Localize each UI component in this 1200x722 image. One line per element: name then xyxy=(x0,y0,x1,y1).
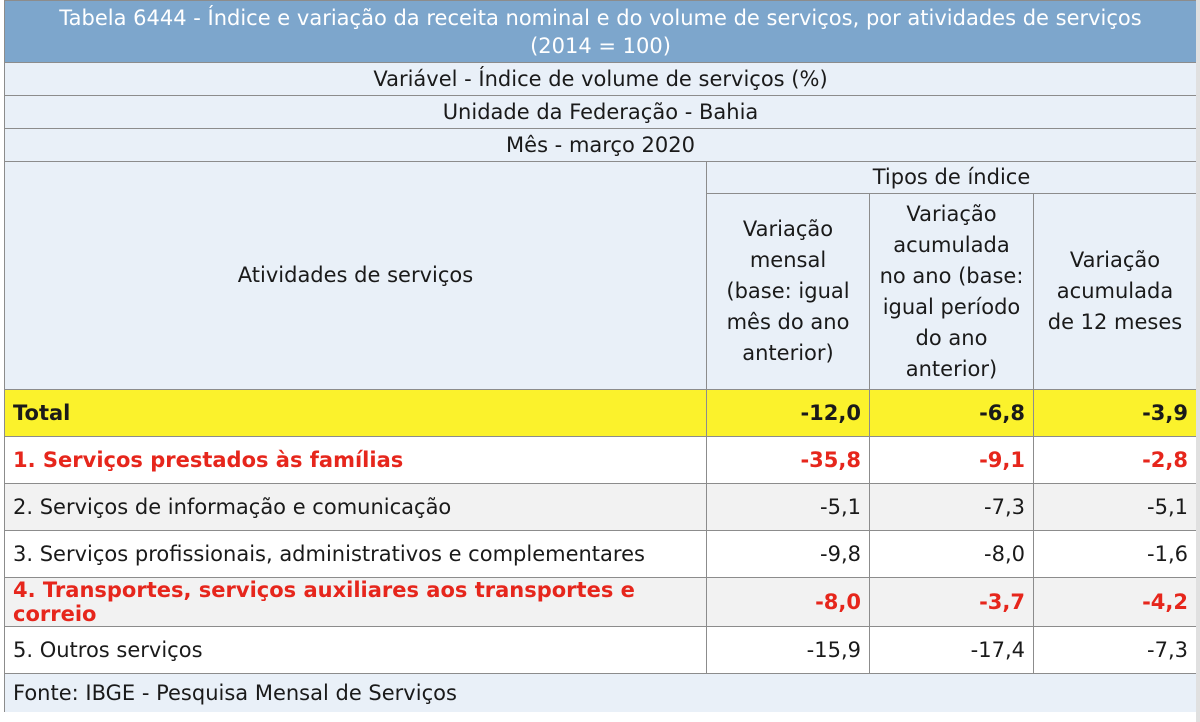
variable-label: Variável - Índice de volume de serviços … xyxy=(4,62,1197,96)
row-value-ytd: -9,1 xyxy=(869,436,1034,484)
row-value-monthly: -12,0 xyxy=(706,389,870,437)
table-row: 4. Transportes, serviços auxiliares aos … xyxy=(4,577,1197,627)
row-label: Total xyxy=(4,389,707,437)
index-types-header: Tipos de índice xyxy=(706,161,1197,194)
row-value-12m: -7,3 xyxy=(1033,626,1197,674)
table-title-line2: (2014 = 100) xyxy=(530,33,671,58)
row-value-monthly: -9,8 xyxy=(706,530,870,578)
table-row: 1. Serviços prestados às famílias -35,8 … xyxy=(4,436,1197,484)
table-row: 2. Serviços de informação e comunicação … xyxy=(4,483,1197,531)
table-row: 3. Serviços profissionais, administrativ… xyxy=(4,530,1197,578)
row-value-12m: -2,8 xyxy=(1033,436,1197,484)
table-title: Tabela 6444 - Índice e variação da recei… xyxy=(4,0,1197,63)
row-value-ytd: -17,4 xyxy=(869,626,1034,674)
row-label: 1. Serviços prestados às famílias xyxy=(4,436,707,484)
row-value-12m: -4,2 xyxy=(1033,577,1197,627)
table-row-total: Total -12,0 -6,8 -3,9 xyxy=(4,389,1197,437)
row-value-ytd: -3,7 xyxy=(869,577,1034,627)
right-edge-divider xyxy=(1196,0,1200,722)
monthly-variation-header: Variação mensal (base: igual mês do ano … xyxy=(706,193,870,390)
row-value-monthly: -35,8 xyxy=(706,436,870,484)
row-label: 3. Serviços profissionais, administrativ… xyxy=(4,530,707,578)
row-value-ytd: -6,8 xyxy=(869,389,1034,437)
row-value-12m: -5,1 xyxy=(1033,483,1197,531)
row-label: 2. Serviços de informação e comunicação xyxy=(4,483,707,531)
row-value-monthly: -5,1 xyxy=(706,483,870,531)
table-title-line1: Tabela 6444 - Índice e variação da recei… xyxy=(59,5,1142,30)
row-value-monthly: -15,9 xyxy=(706,626,870,674)
row-label: 5. Outros serviços xyxy=(4,626,707,674)
month-label: Mês - março 2020 xyxy=(4,128,1197,162)
row-value-ytd: -7,3 xyxy=(869,483,1034,531)
row-value-monthly: -8,0 xyxy=(706,577,870,627)
twelve-month-variation-header: Variação acumulada de 12 meses xyxy=(1033,193,1197,390)
table-row: 5. Outros serviços -15,9 -17,4 -7,3 xyxy=(4,626,1197,674)
source-note: Fonte: IBGE - Pesquisa Mensal de Serviço… xyxy=(4,673,1197,712)
row-value-ytd: -8,0 xyxy=(869,530,1034,578)
row-label: 4. Transportes, serviços auxiliares aos … xyxy=(4,577,707,627)
ytd-variation-header: Variação acumulada no ano (base: igual p… xyxy=(869,193,1034,390)
state-label: Unidade da Federação - Bahia xyxy=(4,95,1197,129)
activity-header: Atividades de serviços xyxy=(4,161,707,390)
row-value-12m: -1,6 xyxy=(1033,530,1197,578)
row-value-12m: -3,9 xyxy=(1033,389,1197,437)
services-table: Tabela 6444 - Índice e variação da recei… xyxy=(4,0,1197,712)
